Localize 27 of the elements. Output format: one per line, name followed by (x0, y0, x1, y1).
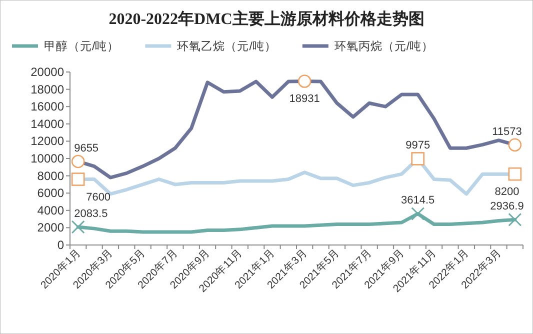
data-label: 2936.9 (490, 200, 524, 213)
y-tick-label: 14000 (30, 116, 64, 131)
chart-title: 2020-2022年DMC主要上游原材料价格走势图 (108, 9, 424, 28)
data-label: 18931 (289, 93, 320, 106)
y-tick-label: 18000 (30, 82, 64, 96)
data-label: 2083.5 (74, 208, 108, 220)
point (411, 206, 425, 220)
y-tick-label: 0 (57, 238, 64, 252)
y-tick-label: 16000 (30, 100, 64, 114)
legend-label: 环氧乙烷（元/吨） (177, 40, 276, 53)
point (71, 220, 85, 234)
y-tick-label: 2000 (37, 220, 64, 235)
data-label: 8200 (494, 186, 520, 198)
data-label: 11573 (492, 126, 522, 138)
y-tick-label: 20000 (30, 65, 64, 79)
data-label: 9975 (406, 140, 430, 152)
y-tick-label: 8000 (37, 168, 64, 183)
y-tick-label: 4000 (37, 203, 64, 218)
y-tick-label: 10000 (30, 152, 64, 166)
legend-label: 环氧丙烷（元/吨） (334, 40, 434, 53)
legend-label: 甲醇（元/吨） (44, 39, 120, 53)
data-label: 3614.5 (401, 194, 435, 207)
y-tick-label: 12000 (30, 134, 64, 148)
y-tick-label: 6000 (37, 186, 64, 200)
data-label: 7600 (86, 191, 111, 204)
data-label: 9655 (74, 142, 99, 154)
point (508, 212, 522, 226)
